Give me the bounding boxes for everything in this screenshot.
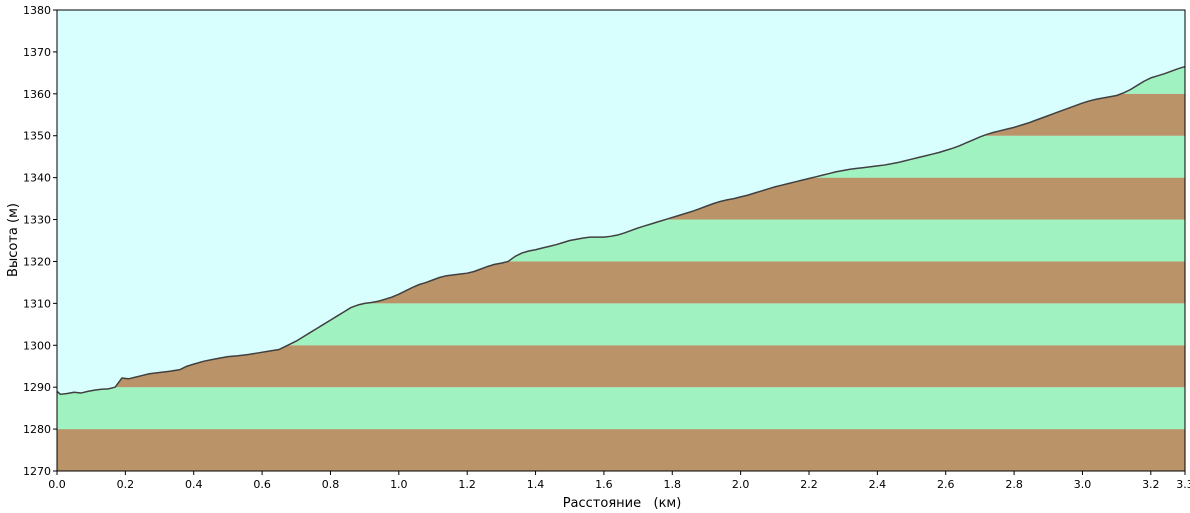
x-tick-label: 2.6 <box>937 478 955 491</box>
x-tick-label: 0.2 <box>117 478 135 491</box>
x-tick-label: 0.8 <box>322 478 340 491</box>
plot-frame-group <box>56 9 1186 472</box>
y-tick-label: 1340 <box>23 172 51 185</box>
y-axis: 1270 1280 1290 1300 1310 1320 1330 1340 1350 1360… <box>23 4 57 478</box>
plot-frame <box>56 9 1186 472</box>
x-tick-label: 2.4 <box>869 478 887 491</box>
elevation-band-1280 <box>57 387 1185 430</box>
y-tick-label: 1330 <box>23 214 51 227</box>
y-tick-label: 1310 <box>23 297 51 310</box>
x-tick-label: 1.2 <box>458 478 476 491</box>
y-tick-label: 1370 <box>23 46 51 59</box>
x-tick-label: 3.0 <box>1074 478 1092 491</box>
x-tick-label: 3.3 <box>1176 478 1190 491</box>
x-tick-label: 1.4 <box>527 478 545 491</box>
y-tick-label: 1320 <box>23 255 51 268</box>
y-tick-label: 1290 <box>23 381 51 394</box>
x-tick-label: 2.2 <box>800 478 818 491</box>
x-tick-label: 2.8 <box>1005 478 1023 491</box>
elevation-band-1270 <box>57 429 1185 471</box>
y-tick-label: 1360 <box>23 88 51 101</box>
x-axis: 0.0 0.2 0.4 0.6 0.8 1.0 1.2 1.4 1.6 1.8 2.0 2.2 2.4 2… <box>48 471 1190 491</box>
x-tick-label: 0.6 <box>253 478 271 491</box>
y-tick-label: 1300 <box>23 339 51 352</box>
x-tick-label: 1.0 <box>390 478 408 491</box>
y-tick-label: 1350 <box>23 130 51 143</box>
x-axis-title: Расстояние (км) <box>563 496 682 511</box>
y-axis-title: Высота (м) <box>6 203 21 277</box>
x-tick-label: 2.0 <box>732 478 750 491</box>
x-tick-label: 0.4 <box>185 478 203 491</box>
elevation-profile-line <box>56 65 1186 396</box>
x-tick-label: 3.2 <box>1142 478 1160 491</box>
y-tick-label: 1280 <box>23 423 51 436</box>
y-tick-label: 1270 <box>23 465 51 478</box>
x-tick-label: 0.0 <box>48 478 66 491</box>
elevation-profile-line-group <box>56 65 1186 396</box>
x-tick-label: 1.6 <box>595 478 613 491</box>
y-tick-label: 1380 <box>23 4 51 17</box>
x-tick-label: 1.8 <box>664 478 682 491</box>
